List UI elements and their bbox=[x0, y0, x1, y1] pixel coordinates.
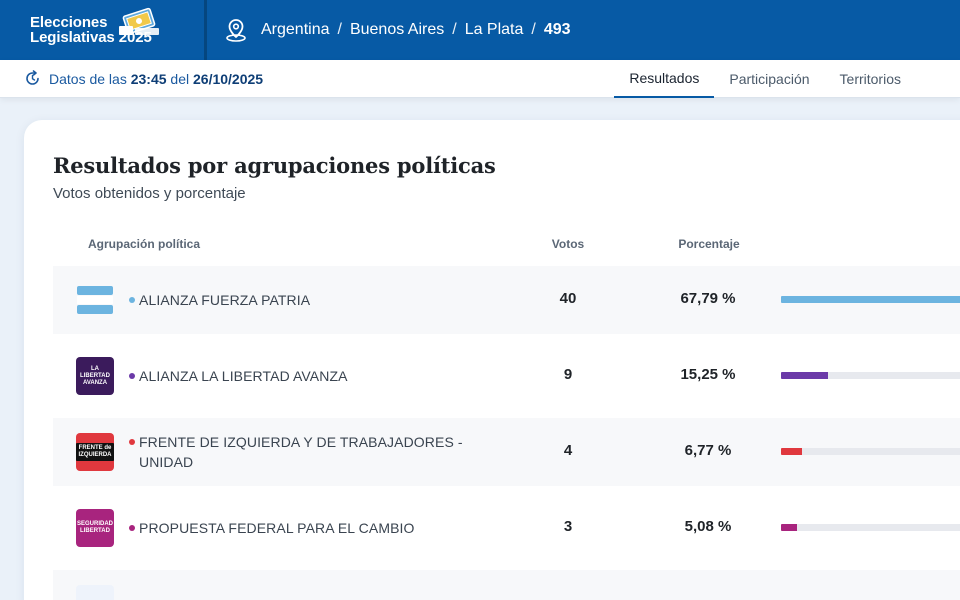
breadcrumb-city[interactable]: La Plata bbox=[464, 21, 524, 38]
party-logo-text: LA LIBERTAD AVANZA bbox=[80, 365, 110, 386]
breadcrumb-province[interactable]: Buenos Aires bbox=[349, 21, 445, 38]
party-name: ALIANZA FUERZA PATRIA bbox=[139, 292, 311, 308]
header-votes: Votos bbox=[551, 237, 585, 251]
party-name: PROPUESTA FEDERAL PARA EL CAMBIO bbox=[139, 520, 415, 536]
party-color-dot bbox=[129, 439, 135, 445]
party-logo-text: FRENTE de IZQUIERDA bbox=[76, 443, 114, 461]
party-logo-fit-icon: FRENTE de IZQUIERDA bbox=[76, 433, 114, 471]
tabs: Resultados Participación Territorios bbox=[614, 60, 916, 98]
table-row[interactable]: FRENTE de IZQUIERDA FRENTE DE IZQUIERDA … bbox=[53, 418, 960, 486]
party-color-dot bbox=[129, 525, 135, 531]
ballot-logo-icon bbox=[119, 7, 159, 35]
timestamp-prefix: Datos de las bbox=[49, 70, 127, 87]
percent-bar-fill bbox=[781, 448, 802, 455]
breadcrumb-country[interactable]: Argentina bbox=[261, 21, 330, 38]
breadcrumb-table: 493 bbox=[543, 21, 571, 38]
percent-bar bbox=[781, 448, 960, 455]
table-row[interactable]: SEGURIDAD LIBERTAD PROPUESTA FEDERAL PAR… bbox=[53, 486, 960, 570]
party-votes: 40 bbox=[559, 290, 577, 307]
brand[interactable]: Elecciones Legislativas 2025 bbox=[0, 0, 207, 60]
percent-bar bbox=[781, 524, 960, 531]
table-row[interactable]: ALIANZA FUERZA PATRIA 40 67,79 % bbox=[53, 266, 960, 334]
percent-bar bbox=[781, 296, 960, 303]
party-name: FRENTE DE IZQUIERDA Y DE TRABAJADORES - … bbox=[139, 434, 463, 470]
party-votes: 4 bbox=[563, 442, 573, 459]
percent-bar bbox=[781, 372, 960, 379]
header-percent: Porcentaje bbox=[678, 237, 740, 251]
party-color-dot bbox=[129, 297, 135, 303]
party-percent: 15,25 % bbox=[680, 366, 736, 383]
tab-resultados[interactable]: Resultados bbox=[614, 60, 715, 98]
party-logo-flag-icon bbox=[76, 281, 114, 319]
brand-line-1: Elecciones bbox=[30, 14, 108, 31]
party-color-dot bbox=[129, 373, 135, 379]
breadcrumb-separator: / bbox=[452, 21, 457, 38]
status-bar: Datos de las 23:45 del 26/10/2025 Result… bbox=[0, 60, 960, 98]
refresh-icon bbox=[26, 70, 39, 85]
tab-participacion[interactable]: Participación bbox=[729, 71, 810, 87]
timestamp-time: 23:45 bbox=[130, 70, 167, 87]
timestamp-date: 26/10/2025 bbox=[193, 70, 264, 87]
percent-bar-fill bbox=[781, 372, 829, 379]
card-title: Resultados por agrupaciones políticas bbox=[53, 153, 496, 178]
party-logo-icon bbox=[76, 585, 114, 600]
timestamp-mid: del bbox=[170, 70, 190, 87]
location-pin-icon bbox=[226, 19, 246, 42]
party-votes: 3 bbox=[563, 518, 573, 535]
party-logo-text: SEGURIDAD LIBERTAD bbox=[76, 521, 113, 534]
results-card: Resultados por agrupaciones políticas Vo… bbox=[24, 120, 960, 600]
data-timestamp: Datos de las 23:45 del 26/10/2025 bbox=[0, 70, 263, 87]
header-party: Agrupación política bbox=[88, 237, 201, 251]
breadcrumb-separator: / bbox=[337, 21, 342, 38]
party-votes: 9 bbox=[563, 366, 573, 383]
party-logo-pfc-icon: SEGURIDAD LIBERTAD bbox=[76, 509, 114, 547]
party-logo-lla-icon: LA LIBERTAD AVANZA bbox=[76, 357, 114, 395]
card-subtitle: Votos obtenidos y porcentaje bbox=[53, 185, 246, 202]
breadcrumb-separator: / bbox=[531, 21, 536, 38]
table-row[interactable]: LA LIBERTAD AVANZA ALIANZA LA LIBERTAD A… bbox=[53, 334, 960, 418]
percent-bar-fill bbox=[781, 296, 960, 303]
table-row[interactable] bbox=[53, 570, 960, 600]
party-name: ALIANZA LA LIBERTAD AVANZA bbox=[139, 368, 348, 384]
party-percent: 67,79 % bbox=[680, 290, 736, 307]
top-bar: Elecciones Legislativas 2025 Argentina /… bbox=[0, 0, 960, 60]
breadcrumb: Argentina / Buenos Aires / La Plata / 49… bbox=[207, 17, 571, 43]
percent-bar-fill bbox=[781, 524, 797, 531]
tab-territorios[interactable]: Territorios bbox=[839, 71, 901, 87]
party-percent: 6,77 % bbox=[684, 442, 732, 459]
party-percent: 5,08 % bbox=[684, 518, 732, 535]
